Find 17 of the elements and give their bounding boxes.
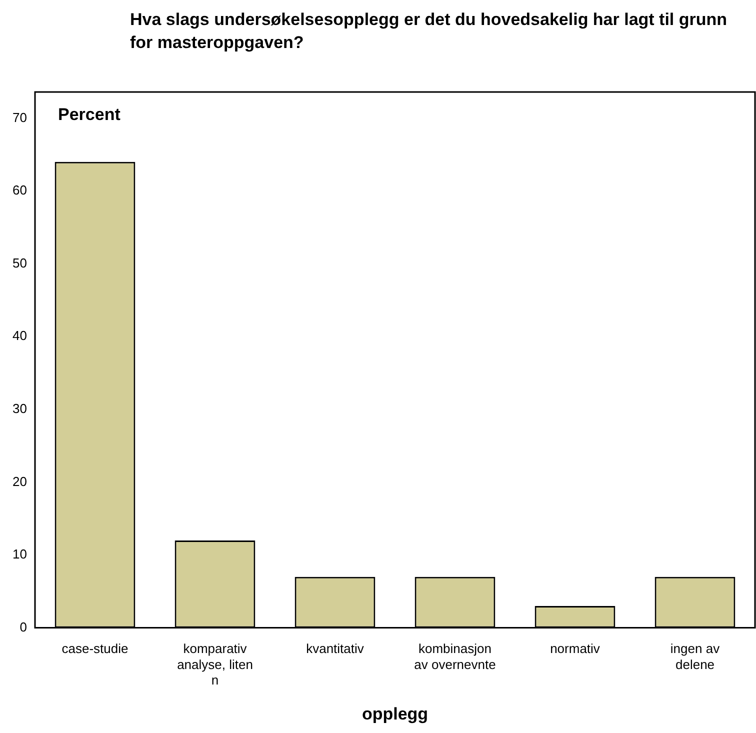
y-tick-label: 30	[12, 400, 27, 416]
x-axis-title: opplegg	[362, 704, 428, 724]
y-tick-label: 40	[12, 328, 27, 344]
y-axis-title: Percent	[58, 105, 121, 124]
x-tick-label: normativ	[550, 641, 600, 656]
y-tick-label: 60	[12, 182, 27, 198]
y-tick-label: 0	[20, 619, 27, 634]
x-tick-label: komparativ analyse, liten n	[177, 641, 253, 688]
x-tick-label: kvantitativ	[306, 641, 364, 656]
x-tick-label: kombinasjon av overnevnte	[414, 641, 496, 672]
y-tick-label: 10	[12, 546, 27, 562]
chart-title: Hva slags undersøkelsesopplegg er det du hovedsakelig har lagt til grunn for masteroppgaven?	[130, 9, 728, 54]
y-tick-label: 20	[12, 474, 27, 489]
y-tick-label: 50	[12, 255, 27, 270]
x-tick-label: case-studie	[62, 641, 128, 656]
x-tick-label: ingen av delene	[670, 641, 720, 672]
y-tick-label: 70	[12, 110, 27, 125]
